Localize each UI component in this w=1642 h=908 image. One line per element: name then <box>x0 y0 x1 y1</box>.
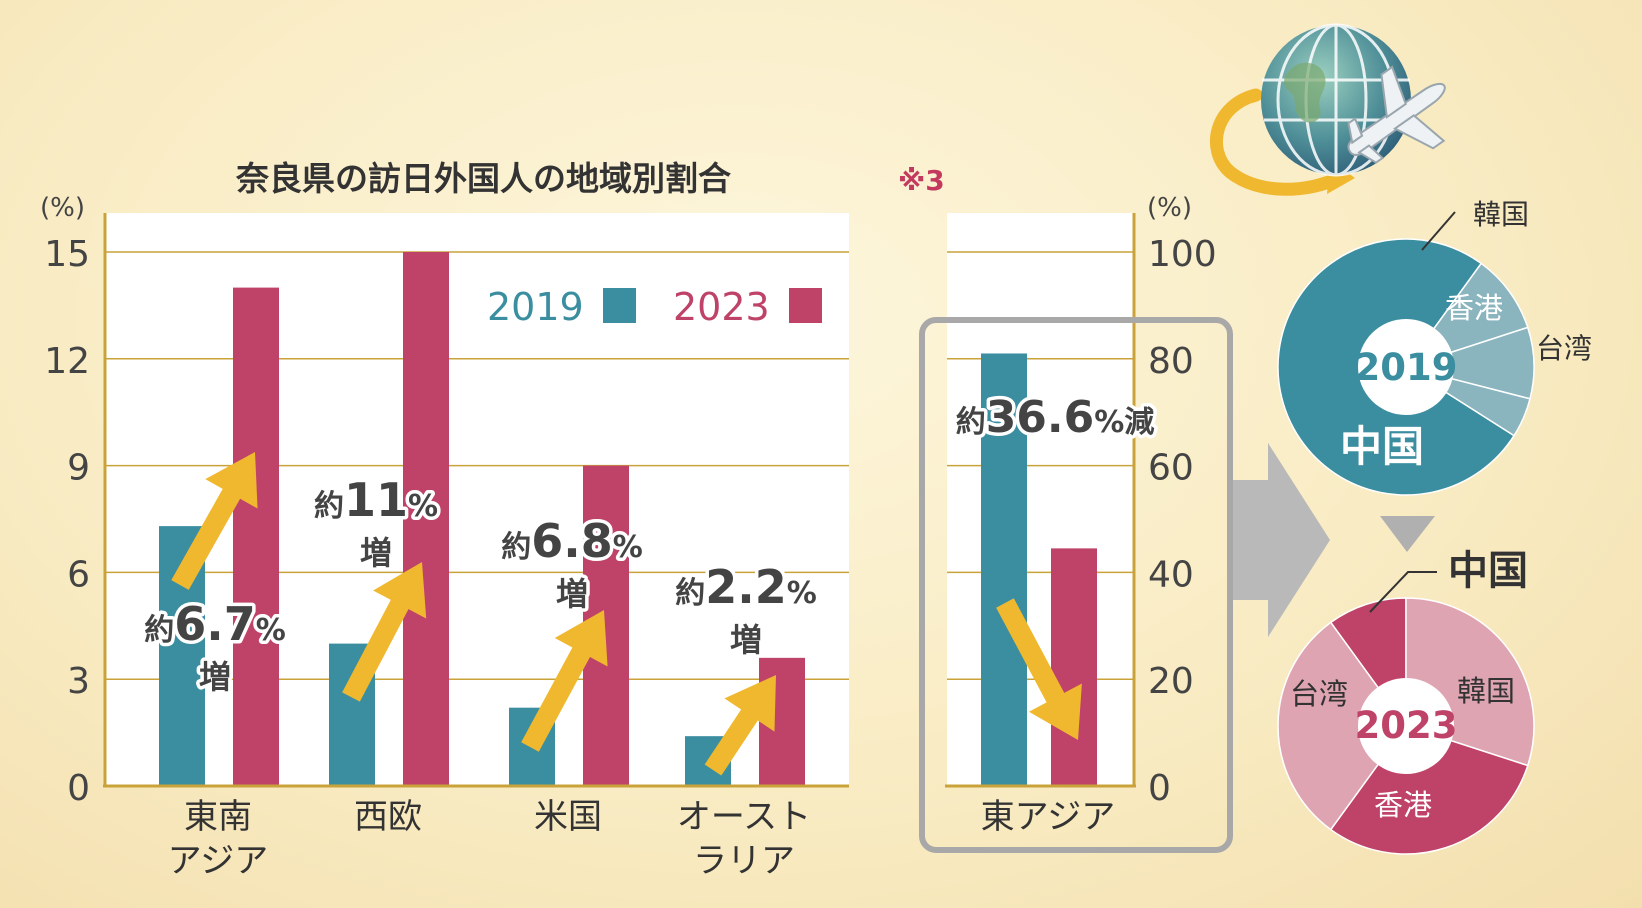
left-y-tick-label: 6 <box>67 554 90 595</box>
right-bar-chart: 0 20 40 60 80 100 (%) 約36.6%減 東アジア <box>919 193 1233 853</box>
increase-annotation: 約2.2% 増 <box>672 557 821 663</box>
left-y-tick-label: 9 <box>67 448 90 489</box>
pie-chart-2023 <box>1277 597 1535 855</box>
pie-slice <box>1277 621 1407 831</box>
annotation-value-text: 約2.2% <box>675 560 817 614</box>
pie-slice <box>1329 725 1529 855</box>
pie-2019-label-hongkong: 香港 <box>1445 291 1503 325</box>
left-category-label: 西欧 <box>354 797 422 837</box>
increase-arrow-icon <box>171 452 258 590</box>
down-triangle-icon <box>1380 516 1435 552</box>
annotation-value-text: 約6.7% <box>144 597 286 651</box>
annotation-change-label: 増 <box>199 658 231 696</box>
pie-2019-label-taiwan: 台湾 <box>1536 332 1592 365</box>
increase-annotation: 約6.8% 増 <box>498 511 647 617</box>
annotation-value-text: 約36.6%減 <box>956 392 1155 443</box>
pie-2019-center-label: 2019 <box>1355 346 1458 389</box>
pie-2023-label-taiwan: 台湾 <box>1290 677 1348 711</box>
east-asia-highlight-frame <box>919 317 1233 853</box>
right-y-unit: (%) <box>1147 193 1192 223</box>
pie-chart-2019 <box>1277 238 1535 496</box>
bar-2023 <box>233 287 279 786</box>
pie-2023-label-china: 中国 <box>1448 548 1528 594</box>
title-note: ※3 <box>898 164 945 197</box>
increase-annotation: 約11% 増 <box>310 470 441 576</box>
connector-arrow-icon <box>1233 443 1330 637</box>
increase-arrow-icon <box>521 610 608 752</box>
right-plot-area <box>947 213 1134 786</box>
chart-title: 奈良県の訪日外国人の地域別割合 <box>235 159 731 198</box>
left-category-label: アジア <box>168 841 269 881</box>
orbit-arc <box>1210 88 1345 196</box>
left-y-tick-label: 3 <box>67 661 90 702</box>
increase-arrow-icon <box>342 562 427 702</box>
pie-2023-label-korea: 韓国 <box>1457 674 1515 708</box>
legend-2019-swatch <box>603 288 636 323</box>
left-category-label: ラリア <box>693 841 795 881</box>
decrease-arrow-icon <box>996 598 1082 740</box>
left-category-label: 米国 <box>534 797 602 837</box>
pie-2023-labels: 中国 韓国 香港 台湾 2023 <box>1290 548 1528 822</box>
annotation-change-label: 増 <box>730 621 762 659</box>
right-bar-2023 <box>1051 548 1097 786</box>
right-y-tick-label: 20 <box>1148 661 1194 702</box>
left-category-label: 東南 <box>184 797 252 837</box>
airplane <box>1347 65 1446 164</box>
pie-2023-china-leader <box>1369 571 1437 613</box>
legend-2019-label: 2019 <box>487 285 584 329</box>
annotation-value-text: 約11% <box>314 473 438 527</box>
bar-2023 <box>403 252 449 786</box>
left-y-unit: (%) <box>40 193 85 223</box>
pie-2019-label-korea: 韓国 <box>1473 198 1529 231</box>
decrease-annotation: 約36.6%減 <box>952 389 1158 447</box>
arrow-shape <box>704 675 776 776</box>
increase-annotation: 約6.7% 増 <box>141 594 290 700</box>
arrow-shape <box>521 610 608 752</box>
left-y-tick-label: 0 <box>67 768 90 809</box>
right-y-tick-label: 0 <box>1148 768 1171 809</box>
legend-2023-swatch <box>789 288 822 323</box>
arrow-shape <box>342 562 427 702</box>
legend: 2019 2023 <box>487 285 822 329</box>
globe-land <box>1284 62 1326 123</box>
pie-2019-korea-leader <box>1421 211 1456 251</box>
right-y-tick-label: 80 <box>1148 341 1194 382</box>
right-y-tick-label: 60 <box>1148 448 1194 489</box>
arrow-shape <box>171 452 258 590</box>
globe-airplane-icon <box>1210 23 1446 196</box>
right-category-label: 東アジア <box>981 797 1116 837</box>
left-y-tick-label: 12 <box>44 341 90 382</box>
left-y-tick-label: 15 <box>44 234 90 275</box>
pie-2023-label-hongkong: 香港 <box>1374 788 1432 822</box>
legend-2023-label: 2023 <box>673 285 770 329</box>
pie-2019-label-china: 中国 <box>1340 422 1424 471</box>
pie-center-hole <box>1358 319 1454 415</box>
pie-2019-labels: 韓国 香港 台湾 中国 2019 <box>1340 198 1592 471</box>
arrow-shape <box>996 598 1082 740</box>
increase-arrow-icon <box>704 675 776 776</box>
right-bar-2019 <box>981 353 1027 786</box>
pie-center-hole <box>1358 678 1454 774</box>
annotation-value-text: 約6.8% <box>501 514 643 568</box>
annotation-change-label: 増 <box>556 575 588 613</box>
right-y-tick-label: 100 <box>1148 234 1217 275</box>
right-y-tick-label: 40 <box>1148 554 1194 595</box>
annotation-change-label: 増 <box>360 534 392 572</box>
pie-2023-center-label: 2023 <box>1355 704 1458 747</box>
left-category-label: オースト <box>677 797 811 837</box>
